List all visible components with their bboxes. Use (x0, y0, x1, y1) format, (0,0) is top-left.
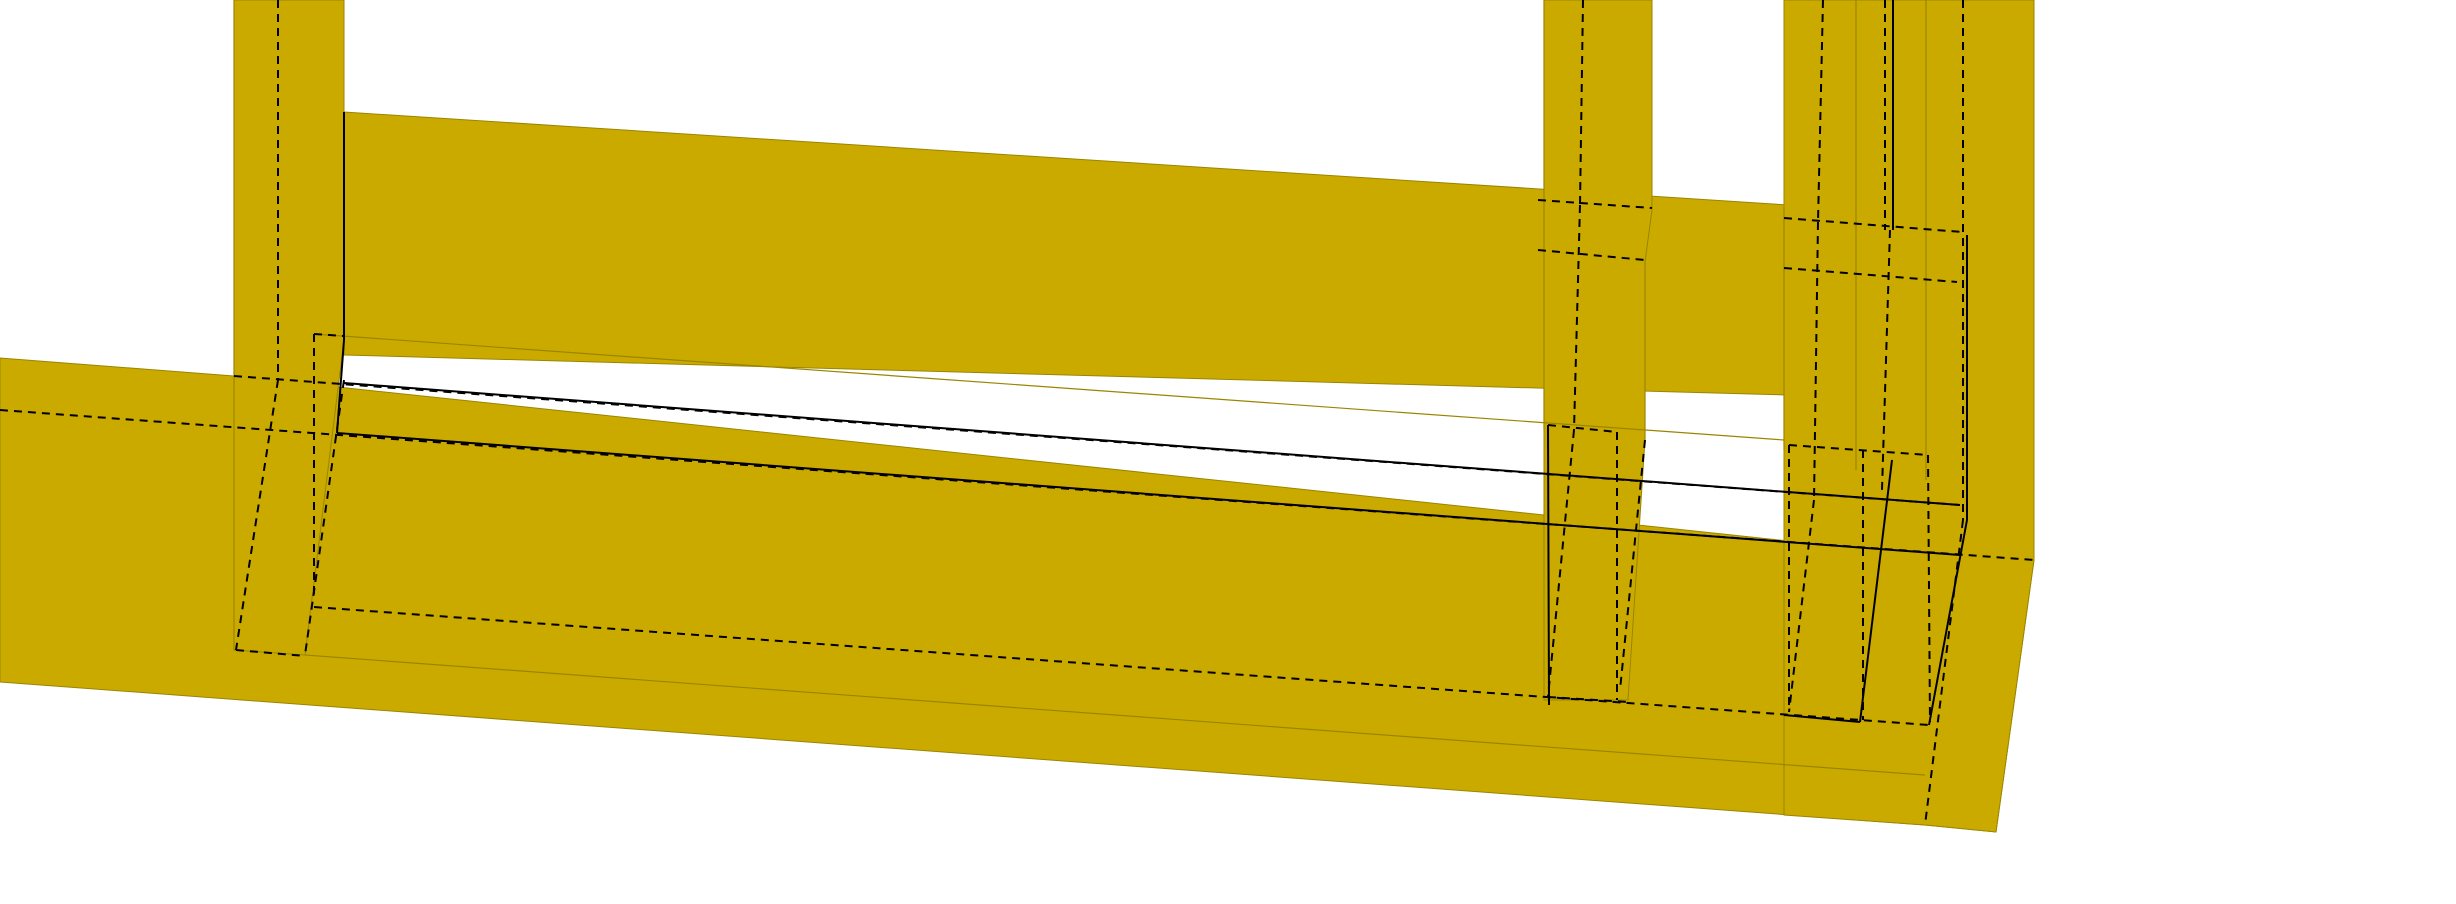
yellow-frame-body (0, 0, 2035, 833)
hidden-lines (0, 0, 2035, 826)
model-edges (233, 0, 1927, 776)
right-post-face (1783, 0, 2035, 833)
